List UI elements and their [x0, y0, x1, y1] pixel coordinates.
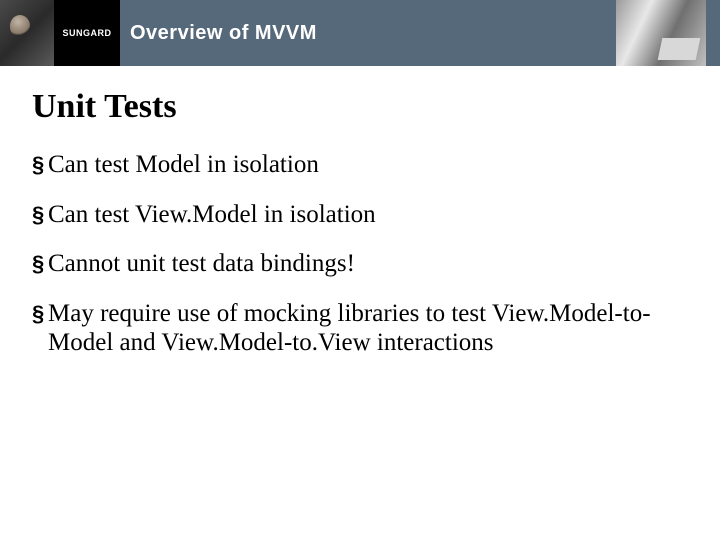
header-logo-box: SUNGARD	[54, 0, 120, 66]
bullet-text: Can test Model in isolation	[48, 151, 319, 178]
slide-title: Unit Tests	[32, 88, 688, 126]
bullet-text: Cannot unit test data bindings!	[48, 250, 355, 277]
slide: SUNGARD Overview of MVVM Unit Tests § Ca…	[0, 0, 720, 540]
header-right-pad	[706, 0, 720, 66]
bullet-marker: §	[32, 152, 44, 178]
bullet-marker: §	[32, 251, 44, 277]
bullet-list: § Can test Model in isolation § Can test…	[32, 150, 688, 358]
list-item: § Can test Model in isolation	[32, 150, 688, 180]
header-bar: SUNGARD Overview of MVVM	[0, 0, 720, 66]
header-photo-right	[616, 0, 706, 66]
bullet-text: May require use of mocking libraries to …	[48, 300, 651, 357]
slide-body: Unit Tests § Can test Model in isolation…	[0, 66, 720, 358]
bullet-marker: §	[32, 202, 44, 228]
header-title: Overview of MVVM	[130, 22, 317, 45]
bullet-marker: §	[32, 301, 44, 327]
logo-text: SUNGARD	[62, 28, 111, 38]
list-item: § May require use of mocking libraries t…	[32, 299, 688, 358]
list-item: § Cannot unit test data bindings!	[32, 249, 688, 279]
list-item: § Can test View.Model in isolation	[32, 200, 688, 230]
bullet-text: Can test View.Model in isolation	[48, 201, 376, 228]
header-title-box: Overview of MVVM	[120, 0, 616, 66]
header-photo-left	[0, 0, 54, 66]
